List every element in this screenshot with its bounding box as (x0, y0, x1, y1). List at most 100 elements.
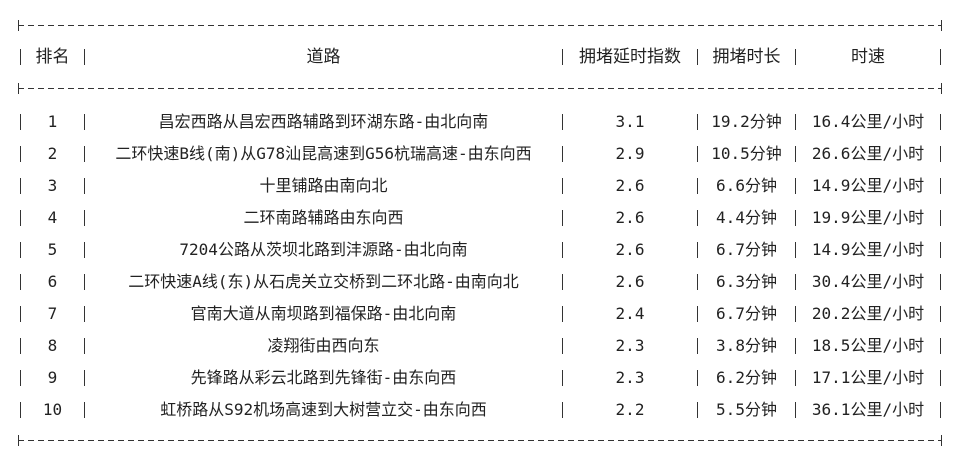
cell-speed: 26.6公里/小时 (811, 144, 925, 163)
column-separator (795, 370, 796, 386)
column-separator (795, 338, 796, 354)
table-row: 4 二环南路辅路由东向西 2.6 4.4分钟 19.9公里/小时 (0, 206, 959, 230)
column-separator (84, 306, 85, 322)
column-separator (697, 242, 698, 258)
column-separator (84, 114, 85, 130)
column-separator (697, 146, 698, 162)
column-separator (20, 49, 21, 65)
cell-rank: 5 (47, 240, 58, 259)
cell-speed: 18.5公里/小时 (811, 336, 925, 355)
table-row: 9 先锋路从彩云北路到先锋街-由东向西 2.3 6.2分钟 17.1公里/小时 (0, 366, 959, 390)
cell-delay-index: 2.6 (615, 240, 645, 259)
column-separator (940, 114, 941, 130)
column-separator (84, 49, 85, 65)
cell-road: 二环南路辅路由东向西 (243, 208, 404, 227)
table-border-top (18, 20, 942, 31)
cell-rank: 8 (47, 336, 58, 355)
cell-congestion-duration: 10.5分钟 (711, 144, 782, 163)
column-separator (697, 370, 698, 386)
column-separator (940, 274, 941, 290)
column-separator (940, 338, 941, 354)
column-separator (84, 242, 85, 258)
column-separator (940, 402, 941, 418)
cell-delay-index: 2.4 (615, 304, 645, 323)
cell-speed: 16.4公里/小时 (811, 112, 925, 131)
cell-congestion-duration: 6.3分钟 (716, 272, 777, 291)
column-separator (940, 178, 941, 194)
column-separator (697, 338, 698, 354)
column-separator (20, 306, 21, 322)
cell-speed: 20.2公里/小时 (811, 304, 925, 323)
column-separator (84, 210, 85, 226)
cell-speed: 19.9公里/小时 (811, 208, 925, 227)
cell-rank: 1 (47, 112, 58, 131)
header-delay-index: 拥堵延时指数 (579, 47, 681, 67)
cell-speed: 36.1公里/小时 (811, 400, 925, 419)
column-separator (562, 178, 563, 194)
cell-road: 十里铺路由南向北 (259, 176, 388, 195)
cell-road: 凌翔街由西向东 (267, 336, 380, 355)
cell-rank: 3 (47, 176, 58, 195)
table-row: 8 凌翔街由西向东 2.3 3.8分钟 18.5公里/小时 (0, 334, 959, 358)
column-separator (940, 146, 941, 162)
cell-rank: 6 (47, 272, 58, 291)
column-separator (84, 338, 85, 354)
cell-congestion-duration: 4.4分钟 (716, 208, 777, 227)
column-separator (697, 274, 698, 290)
cell-rank: 10 (42, 400, 63, 419)
cell-speed: 14.9公里/小时 (811, 240, 925, 259)
column-separator (20, 242, 21, 258)
column-separator (562, 402, 563, 418)
cell-delay-index: 2.6 (615, 272, 645, 291)
cell-road: 二环快速B线(南)从G78汕昆高速到G56杭瑞高速-由东向西 (115, 144, 532, 163)
cell-rank: 4 (47, 208, 58, 227)
column-separator (697, 306, 698, 322)
column-separator (940, 370, 941, 386)
column-separator (697, 114, 698, 130)
column-separator (562, 338, 563, 354)
column-separator (562, 370, 563, 386)
cell-congestion-duration: 6.7分钟 (716, 240, 777, 259)
table-row: 2 二环快速B线(南)从G78汕昆高速到G56杭瑞高速-由东向西 2.9 10.5分钟… (0, 142, 959, 166)
header-congestion-duration: 拥堵时长 (712, 47, 781, 67)
cell-road: 先锋路从彩云北路到先锋街-由东向西 (190, 368, 457, 387)
cell-road: 官南大道从南坝路到福保路-由北向南 (190, 304, 457, 323)
cell-congestion-duration: 6.6分钟 (716, 176, 777, 195)
column-separator (562, 210, 563, 226)
column-separator (562, 274, 563, 290)
cell-rank: 9 (47, 368, 58, 387)
column-separator (940, 210, 941, 226)
column-separator (795, 114, 796, 130)
column-separator (562, 114, 563, 130)
column-separator (84, 274, 85, 290)
cell-speed: 30.4公里/小时 (811, 272, 925, 291)
cell-road: 二环快速A线(东)从石虎关立交桥到二环北路-由南向北 (128, 272, 519, 291)
column-separator (795, 49, 796, 65)
column-separator (84, 370, 85, 386)
column-separator (697, 49, 698, 65)
column-separator (940, 306, 941, 322)
column-separator (562, 49, 563, 65)
table-row: 7 官南大道从南坝路到福保路-由北向南 2.4 6.7分钟 20.2公里/小时 (0, 302, 959, 326)
cell-delay-index: 2.3 (615, 368, 645, 387)
column-separator (940, 242, 941, 258)
table-header-row: 排名 道路 拥堵延时指数 拥堵时长 时速 (0, 45, 959, 69)
column-separator (795, 306, 796, 322)
column-separator (562, 146, 563, 162)
column-separator (795, 210, 796, 226)
cell-delay-index: 2.9 (615, 144, 645, 163)
column-separator (795, 146, 796, 162)
column-separator (20, 146, 21, 162)
column-separator (84, 146, 85, 162)
header-road: 道路 (306, 47, 341, 67)
column-separator (20, 402, 21, 418)
cell-congestion-duration: 6.7分钟 (716, 304, 777, 323)
cell-congestion-duration: 3.8分钟 (716, 336, 777, 355)
column-separator (20, 114, 21, 130)
cell-road: 昌宏西路从昌宏西路辅路到环湖东路-由北向南 (158, 112, 489, 131)
header-speed: 时速 (851, 47, 885, 67)
cell-congestion-duration: 6.2分钟 (716, 368, 777, 387)
column-separator (697, 210, 698, 226)
table-row: 5 7204公路从茨坝北路到沣源路-由北向南 2.6 6.7分钟 14.9公里/小时 (0, 238, 959, 262)
cell-delay-index: 2.6 (615, 208, 645, 227)
